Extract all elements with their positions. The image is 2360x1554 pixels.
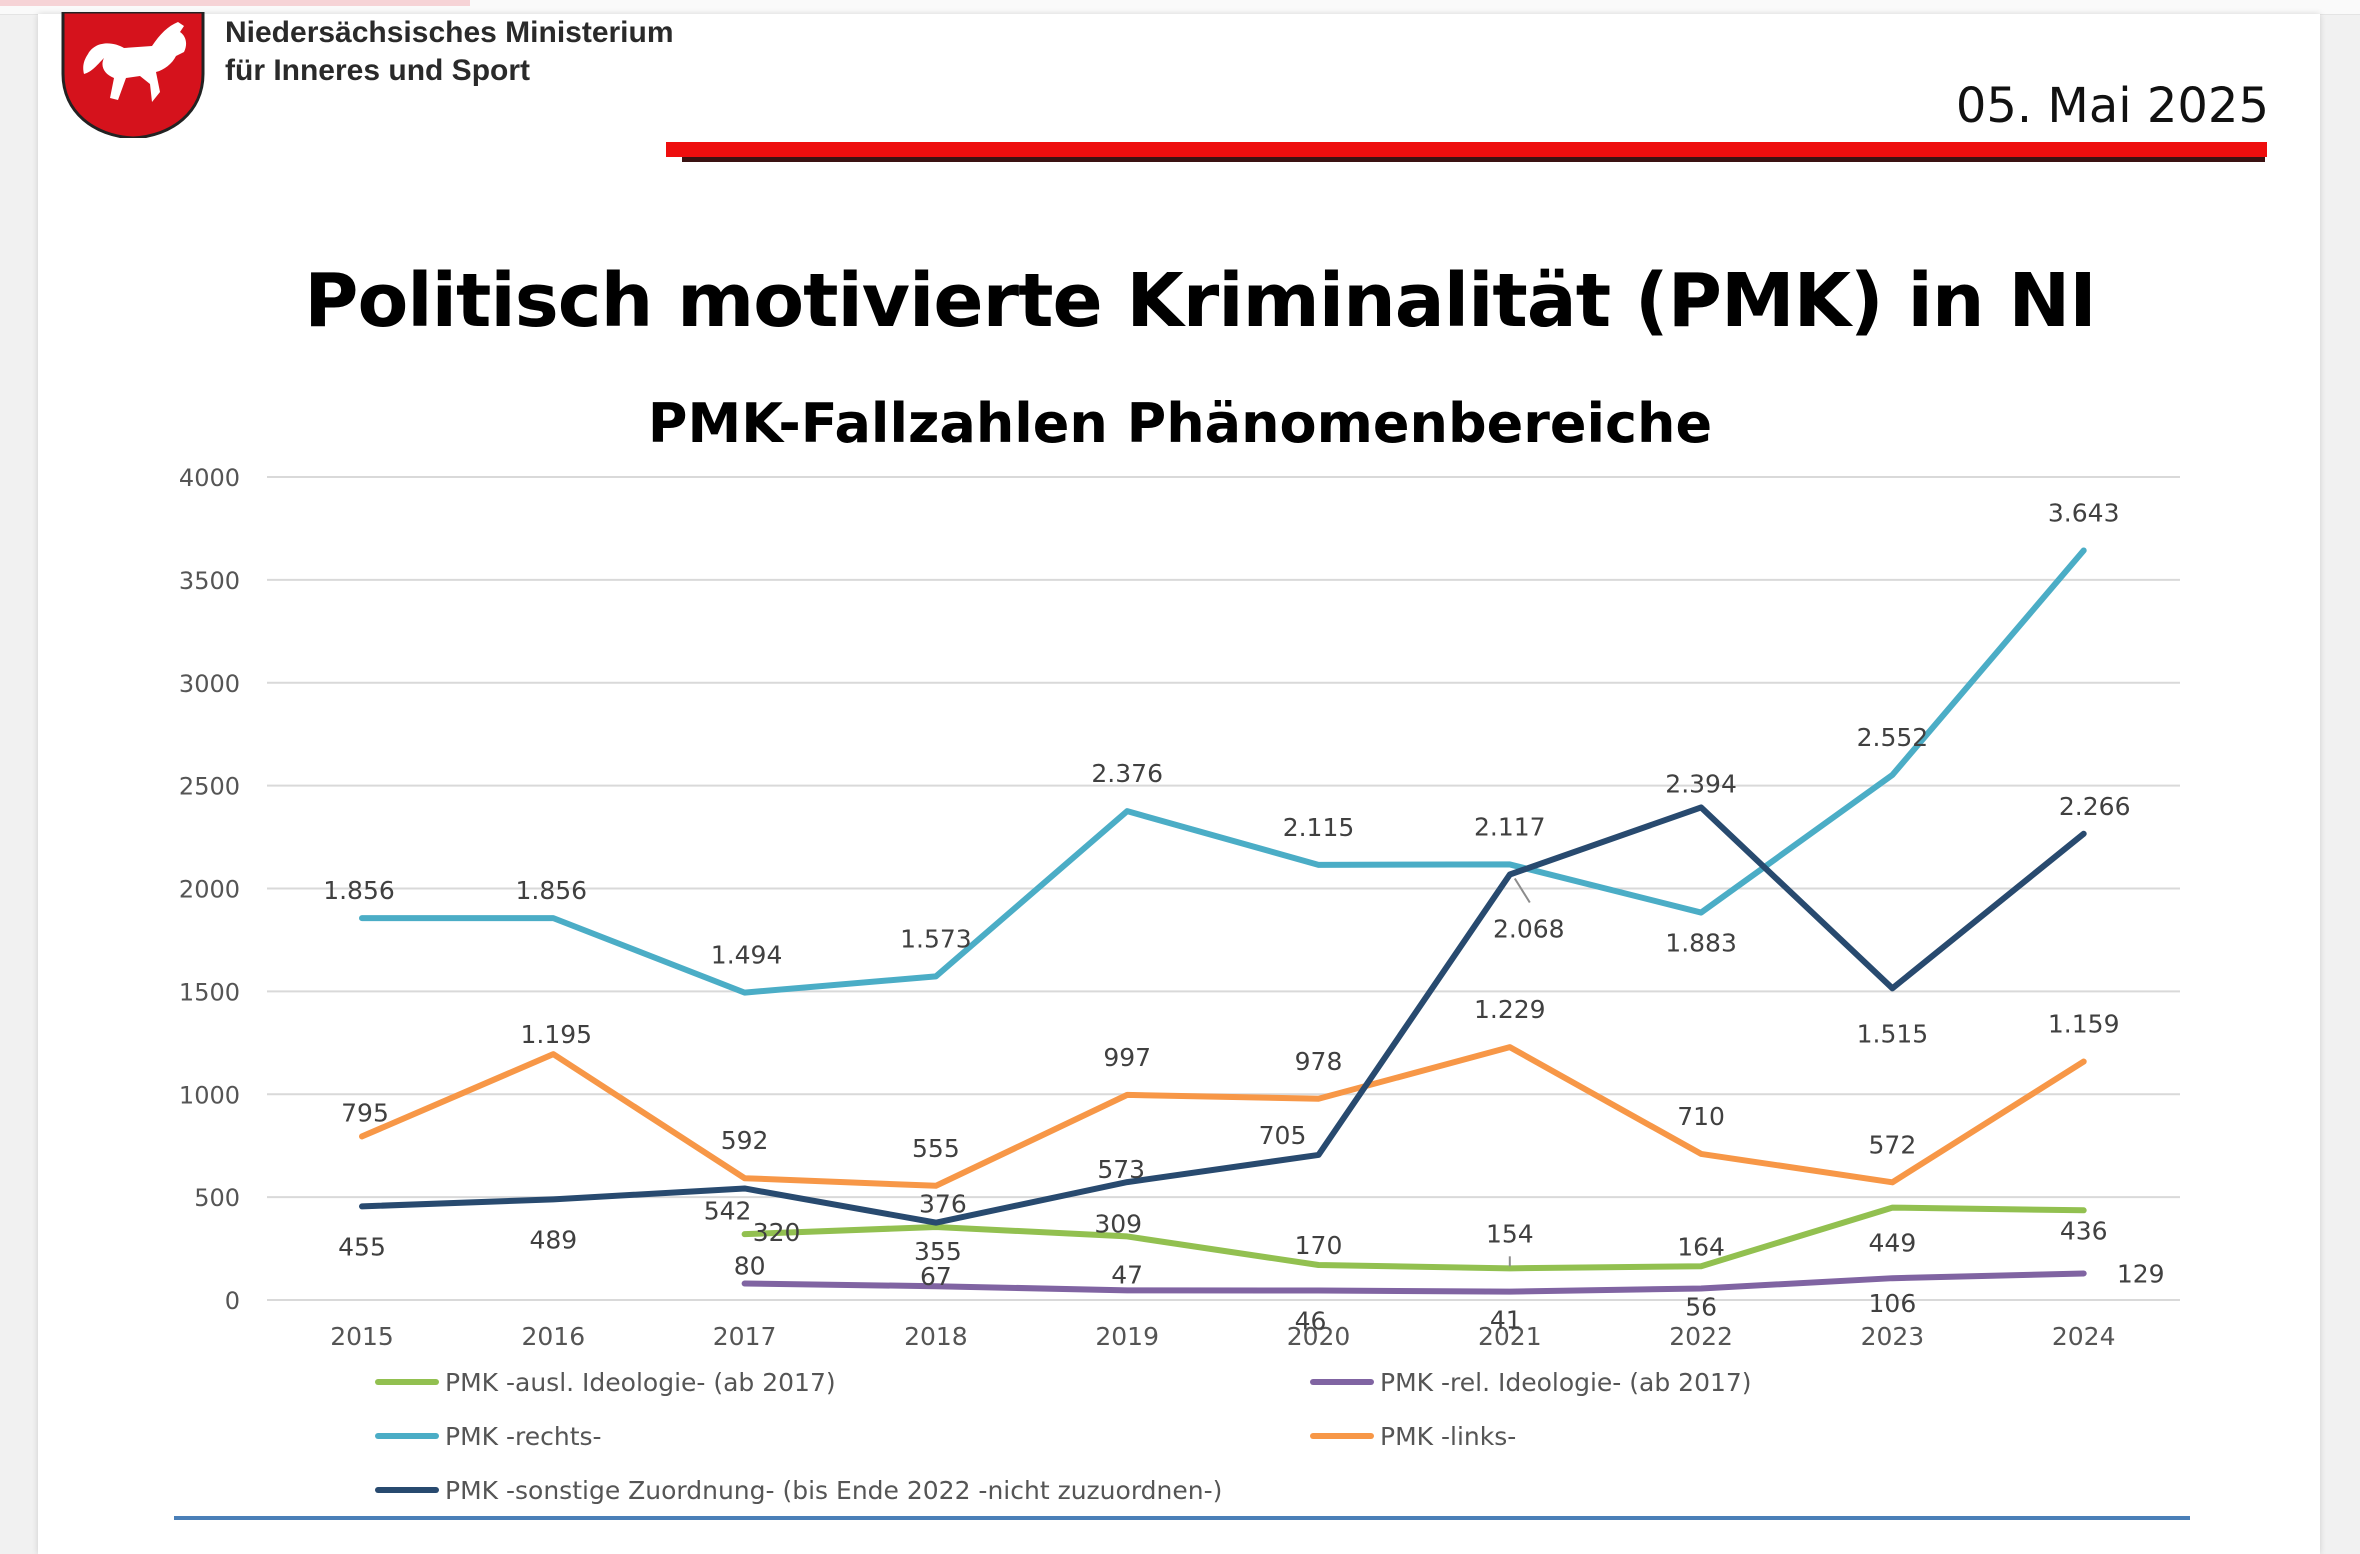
data-label: 1.573 [900,924,972,953]
data-label: 436 [2060,1216,2108,1245]
legend-label: PMK -ausl. Ideologie- (ab 2017) [445,1367,836,1397]
legend-swatch [1310,1433,1374,1439]
legend-label: PMK -sonstige Zuordnung- (bis Ende 2022 … [445,1475,1223,1505]
data-label: 376 [919,1190,967,1219]
legend-item-ausl: PMK -ausl. Ideologie- (ab 2017) [375,1362,836,1402]
data-label: 795 [341,1098,389,1127]
data-label: 41 [1490,1306,1522,1335]
chart-subtitle: PMK-Fallzahlen Phänomenbereiche [647,392,1713,455]
x-tick-label: 2015 [330,1322,394,1351]
data-label: 489 [529,1225,577,1254]
series-line [359,1044,2087,1189]
data-label: 56 [1685,1292,1717,1321]
data-label: 1.856 [516,876,588,905]
y-tick-label: 2000 [179,876,240,904]
legend-swatch [375,1487,439,1493]
legend-item-rel: PMK -rel. Ideologie- (ab 2017) [1310,1362,1752,1402]
x-tick-label: 2019 [1095,1322,1159,1351]
data-label: 978 [1295,1047,1343,1076]
data-label: 997 [1103,1043,1151,1072]
series-line [359,547,2087,996]
legend-label: PMK -rechts- [445,1421,602,1451]
ministry-line-1: Niedersächsisches Ministerium [225,16,674,49]
x-tick-label: 2022 [1669,1322,1733,1351]
legend-swatch [1310,1379,1374,1385]
slide-title: Politisch motivierte Kriminalität (PMK) … [304,258,2097,344]
legend-swatch [375,1433,439,1439]
slide-date: 05. Mai 2025 [1955,78,2269,134]
series-line [359,804,2087,1226]
legend-swatch [375,1379,439,1385]
y-tick-label: 2500 [179,773,240,801]
data-label: 67 [920,1262,952,1291]
data-label: 542 [704,1196,752,1225]
data-label: 2.068 [1493,915,1565,944]
data-label: 572 [1869,1130,1917,1159]
data-label: 80 [734,1252,766,1281]
x-tick-label: 2020 [1287,1322,1351,1351]
data-label: 47 [1111,1260,1143,1289]
header-red-bar [666,142,2267,157]
data-label: 309 [1094,1209,1142,1238]
y-tick-label: 3500 [179,567,240,595]
legend-label: PMK -links- [1380,1421,1517,1451]
x-tick-label: 2018 [904,1322,968,1351]
y-tick-label: 4000 [179,464,240,492]
series-line [741,1270,2087,1295]
x-tick-label: 2016 [521,1322,585,1351]
x-tick-label: 2021 [1478,1322,1542,1351]
legend-item-sonstige: PMK -sonstige Zuordnung- (bis Ende 2022 … [375,1470,1222,1510]
data-label: 2.117 [1474,812,1546,841]
leader-line [1513,877,1531,904]
y-tick-label: 1000 [179,1081,240,1109]
data-label: 170 [1295,1231,1343,1260]
ministry-name: Niedersächsisches Ministerium für Innere… [225,14,674,90]
data-label: 573 [1097,1155,1145,1184]
data-label: 1.195 [521,1020,593,1049]
data-label: 2.552 [1857,723,1929,752]
x-tick-label: 2023 [1861,1322,1925,1351]
data-label: 1.856 [323,876,395,905]
data-label: 154 [1486,1219,1534,1248]
x-tick-label: 2024 [2052,1322,2116,1351]
data-label: 3.643 [2048,498,2120,527]
slide [38,14,2320,1554]
data-label: 1.515 [1857,1019,1929,1048]
data-label: 710 [1677,1102,1725,1131]
y-tick-label: 3000 [179,670,240,698]
data-label: 106 [1869,1289,1917,1318]
top-accent [0,0,470,6]
y-tick-label: 1500 [179,978,240,1006]
data-label: 2.266 [2059,792,2131,821]
data-label: 592 [721,1126,769,1155]
legend-label: PMK -rel. Ideologie- (ab 2017) [1380,1367,1752,1397]
y-tick-label: 0 [225,1287,240,1315]
data-label: 320 [753,1218,801,1247]
bottom-rule [174,1516,2190,1520]
data-label: 455 [338,1232,386,1261]
data-label: 355 [914,1237,962,1266]
y-tick-label: 500 [194,1184,240,1212]
data-label: 1.159 [2048,1010,2120,1039]
data-label: 2.394 [1665,769,1737,798]
data-label: 2.115 [1283,813,1355,842]
header-bar-shadow [682,154,2265,162]
data-label: 1.883 [1665,929,1737,958]
data-label: 2.376 [1091,759,1163,788]
series-line [741,1204,2087,1272]
data-label: 449 [1869,1229,1917,1258]
legend-item-rechts: PMK -rechts- [375,1416,602,1456]
lower-saxony-crest-icon [61,12,205,138]
data-label: 705 [1259,1121,1307,1150]
legend-item-links: PMK -links- [1310,1416,1516,1456]
data-label: 129 [2117,1259,2165,1288]
data-label: 1.494 [711,941,783,970]
data-label: 1.229 [1474,995,1546,1024]
x-tick-label: 2017 [713,1322,777,1351]
data-label: 46 [1295,1307,1327,1336]
data-label: 164 [1677,1232,1725,1261]
ministry-line-2: für Inneres und Sport [225,54,531,87]
data-label: 555 [912,1134,960,1163]
